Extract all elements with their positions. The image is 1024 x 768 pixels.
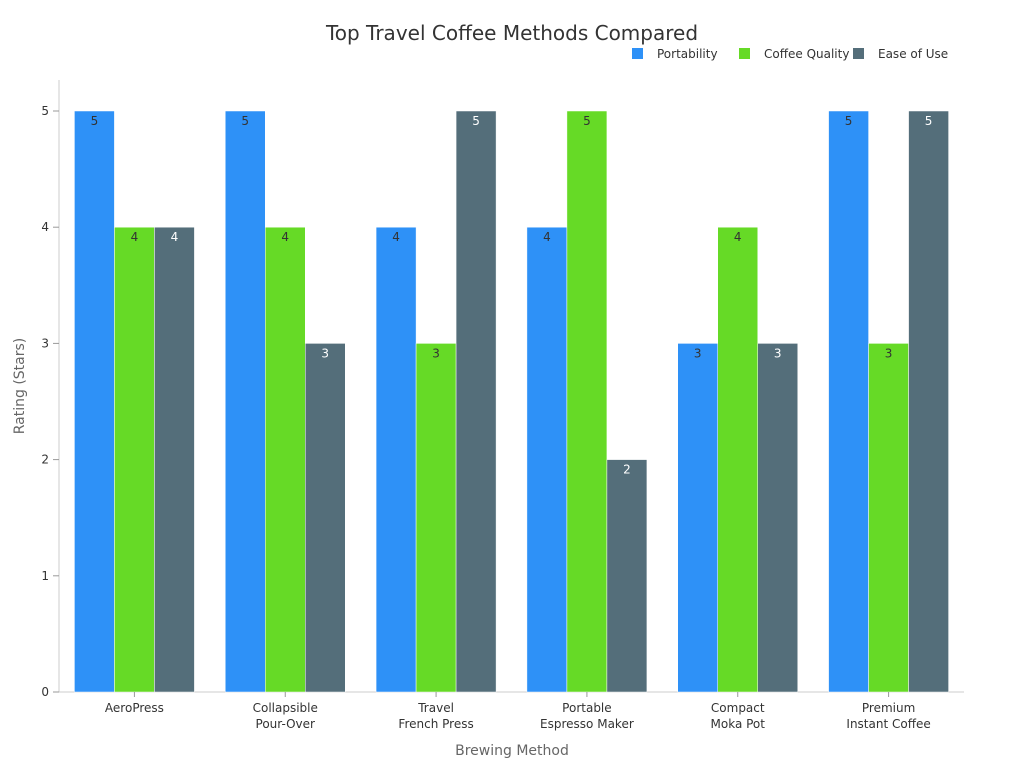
- bar-data-label: 2: [623, 463, 631, 477]
- bar: [375, 226, 417, 693]
- bar-data-label: 5: [91, 114, 99, 128]
- x-tick-label-line: AeroPress: [105, 701, 164, 715]
- x-tick-label-line: Premium: [862, 701, 915, 715]
- bar: [305, 343, 346, 693]
- bar-data-label: 4: [392, 230, 400, 244]
- bar: [74, 110, 115, 693]
- bar-data-label: 4: [281, 230, 289, 244]
- y-tick-label: 5: [41, 104, 49, 118]
- legend-label: Coffee Quality: [764, 47, 849, 61]
- x-tick-label: AeroPress: [105, 701, 164, 715]
- bar: [717, 226, 758, 693]
- bar: [606, 459, 648, 693]
- legend-label: Portability: [657, 47, 718, 61]
- bar-data-label: 5: [472, 114, 480, 128]
- bar-data-label: 4: [131, 230, 139, 244]
- bar: [828, 110, 869, 693]
- bar: [677, 343, 718, 693]
- bars: 5 4 4 5 4 3 4 3 5 4 5 2 3 4 3 5 3 5: [74, 110, 949, 693]
- bar: [114, 226, 155, 693]
- bar: [566, 110, 608, 693]
- bar: [526, 226, 568, 693]
- bar-data-label: 3: [774, 346, 782, 360]
- legend-label: Ease of Use: [878, 47, 948, 61]
- x-tick-label: Collapsible Pour-Over: [253, 701, 318, 731]
- bar: [225, 110, 266, 693]
- bar-data-label: 5: [583, 114, 591, 128]
- bar-data-label: 5: [845, 114, 853, 128]
- bar: [908, 110, 949, 693]
- x-tick-label: Compact Moka Pot: [711, 701, 766, 731]
- x-tick-label-line: Collapsible: [253, 701, 318, 715]
- x-tick-label-line: Compact: [711, 701, 765, 715]
- y-tick-label: 2: [41, 453, 49, 467]
- bar: [757, 343, 798, 693]
- bar-data-label: 4: [171, 230, 179, 244]
- x-tick-label-line: Moka Pot: [711, 717, 766, 731]
- legend-swatch: [739, 48, 750, 59]
- chart-title: Top Travel Coffee Methods Compared: [325, 21, 698, 45]
- bar-data-label: 3: [321, 346, 329, 360]
- x-tick-label: Travel French Press: [398, 701, 473, 731]
- bar-data-label: 3: [885, 346, 893, 360]
- x-tick-label-line: Portable: [562, 701, 611, 715]
- y-tick-label: 3: [41, 336, 49, 350]
- x-tick-label: Portable Espresso Maker: [540, 701, 634, 731]
- bar-data-label: 5: [925, 114, 933, 128]
- bar-data-label: 3: [432, 346, 440, 360]
- bar-data-label: 4: [734, 230, 742, 244]
- bar: [154, 226, 195, 693]
- legend-swatch: [853, 48, 864, 59]
- x-axis-title: Brewing Method: [455, 743, 569, 759]
- x-axis-ticks: AeroPress Collapsible Pour-Over Travel Frenc…: [105, 692, 931, 731]
- bar-data-label: 4: [543, 230, 551, 244]
- y-tick-label: 1: [41, 569, 49, 583]
- bar: [868, 343, 909, 693]
- bar-data-label: 5: [241, 114, 249, 128]
- bar: [415, 343, 457, 693]
- y-tick-label: 4: [41, 220, 49, 234]
- x-tick-label-line: Pour-Over: [256, 717, 316, 731]
- y-axis-ticks: 0 1 2 3 4 5: [41, 104, 59, 699]
- bar-data-label: 3: [694, 346, 702, 360]
- bar: [455, 110, 497, 693]
- y-axis-title: Rating (Stars): [12, 338, 28, 435]
- x-tick-label-line: Instant Coffee: [846, 717, 930, 731]
- y-tick-label: 0: [41, 685, 49, 699]
- legend-swatch: [632, 48, 643, 59]
- legend: Portability Coffee Quality Ease of Use: [632, 47, 948, 61]
- x-tick-label-line: Travel: [417, 701, 454, 715]
- bar: [265, 226, 306, 693]
- x-tick-label: Premium Instant Coffee: [846, 701, 930, 731]
- x-tick-label-line: French Press: [398, 717, 473, 731]
- x-tick-label-line: Espresso Maker: [540, 717, 634, 731]
